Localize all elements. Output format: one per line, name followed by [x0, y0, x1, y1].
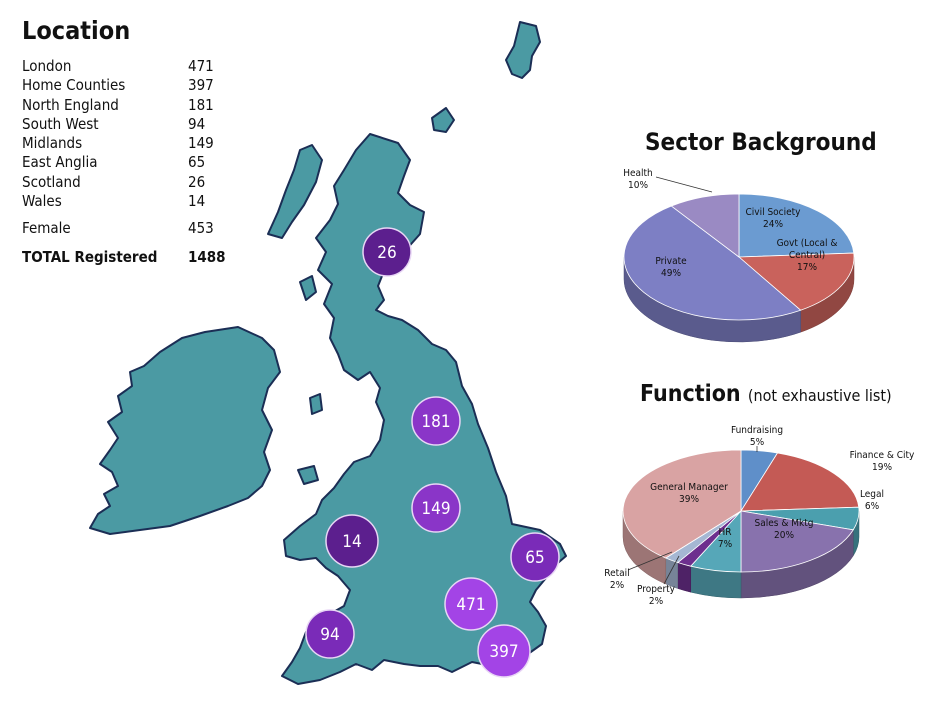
location-value: 471 [188, 57, 214, 75]
location-value: 94 [188, 114, 206, 133]
bubble-circle [510, 532, 560, 582]
shetland-shape [505, 21, 541, 79]
hebrides-shape [267, 144, 323, 239]
orkney-shape [431, 107, 455, 133]
location-name: Home Counties [22, 76, 126, 95]
location-name: Midlands [22, 134, 83, 153]
location-name: London [22, 57, 72, 75]
bubble-circle [305, 609, 355, 659]
bubble-label: 471 [456, 595, 485, 615]
function-title-main: Function [640, 381, 741, 407]
location-value: 26 [188, 172, 206, 191]
bubble-label: 397 [489, 642, 518, 662]
isle-of-man-shape [309, 393, 323, 415]
bubble-label: 14 [342, 532, 361, 552]
map-bubbles: 26 181 149 14 65 471 94 397 [305, 227, 560, 678]
location-value: 397 [188, 76, 214, 95]
location-value: 14 [188, 192, 206, 211]
bubble-label: 94 [320, 625, 339, 645]
location-value: 181 [188, 95, 214, 114]
bubble-label: 181 [421, 412, 450, 432]
location-value: 149 [188, 134, 214, 153]
total-value: 1488 [188, 247, 226, 266]
location-name: Scotland [22, 172, 81, 191]
inner-hebrides-shape [299, 275, 317, 301]
map-bubble-north-england: 181 [411, 396, 461, 446]
map-bubble-midlands: 149 [411, 483, 461, 533]
map-bubble-home-counties: 397 [477, 624, 531, 678]
location-title: Location [22, 16, 131, 45]
map-bubble-london: 471 [444, 577, 498, 631]
ireland-shape [89, 326, 281, 535]
location-name: East Anglia [22, 153, 98, 172]
map-bubble-south-west: 94 [305, 609, 355, 659]
bubble-circle [325, 514, 379, 568]
function-title-sub: (not exhaustive list) [747, 386, 892, 405]
bubble-circle [362, 227, 412, 277]
bubble-circle [444, 577, 498, 631]
function-chart-title: Function (not exhaustive list) [640, 381, 892, 407]
bubble-circle [477, 624, 531, 678]
bubble-label: 26 [377, 243, 396, 263]
bubble-label: 149 [421, 499, 450, 519]
map-land [89, 21, 567, 685]
sector-chart-title: Sector Background [645, 128, 877, 156]
location-name: North England [22, 95, 119, 114]
female-label: Female [22, 219, 71, 238]
bubble-label: 65 [525, 548, 544, 568]
location-name: Wales [22, 192, 62, 211]
bubble-circle [411, 483, 461, 533]
total-label: TOTAL Registered [22, 247, 158, 266]
location-name: South West [22, 114, 99, 133]
map-bubble-east-anglia: 65 [510, 532, 560, 582]
location-value: 65 [188, 153, 206, 172]
anglesey-shape [297, 465, 319, 485]
map-bubble-wales: 14 [325, 514, 379, 568]
map-bubble-scotland: 26 [362, 227, 412, 277]
bubble-circle [411, 396, 461, 446]
female-value: 453 [188, 219, 214, 238]
